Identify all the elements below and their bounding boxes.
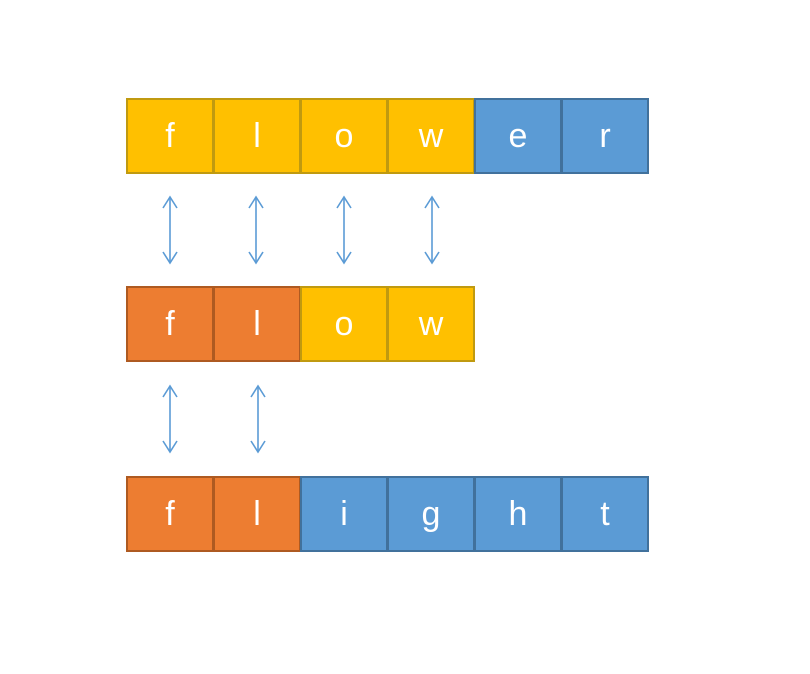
word-row-flow: f l o w <box>126 286 475 362</box>
arrows-word-2-to-word-3 <box>162 384 266 454</box>
char-cell: o <box>300 286 388 362</box>
word-row-flower: f l o w e r <box>126 98 649 174</box>
char-cell: h <box>474 476 562 552</box>
double-arrow-icon <box>336 195 352 265</box>
double-arrow-icon <box>424 195 440 265</box>
arrows-word-1-to-word-2 <box>162 195 440 265</box>
char-cell: t <box>561 476 649 552</box>
char-cell: w <box>387 98 475 174</box>
char-cell: l <box>213 286 301 362</box>
char-cell: f <box>126 286 214 362</box>
char-cell: f <box>126 98 214 174</box>
char-cell: l <box>213 98 301 174</box>
double-arrow-icon <box>162 195 178 265</box>
char-cell: g <box>387 476 475 552</box>
double-arrow-icon <box>250 384 266 454</box>
word-row-flight: f l i g h t <box>126 476 649 552</box>
double-arrow-icon <box>162 384 178 454</box>
char-cell: w <box>387 286 475 362</box>
char-cell: f <box>126 476 214 552</box>
double-arrow-icon <box>248 195 264 265</box>
char-cell: r <box>561 98 649 174</box>
